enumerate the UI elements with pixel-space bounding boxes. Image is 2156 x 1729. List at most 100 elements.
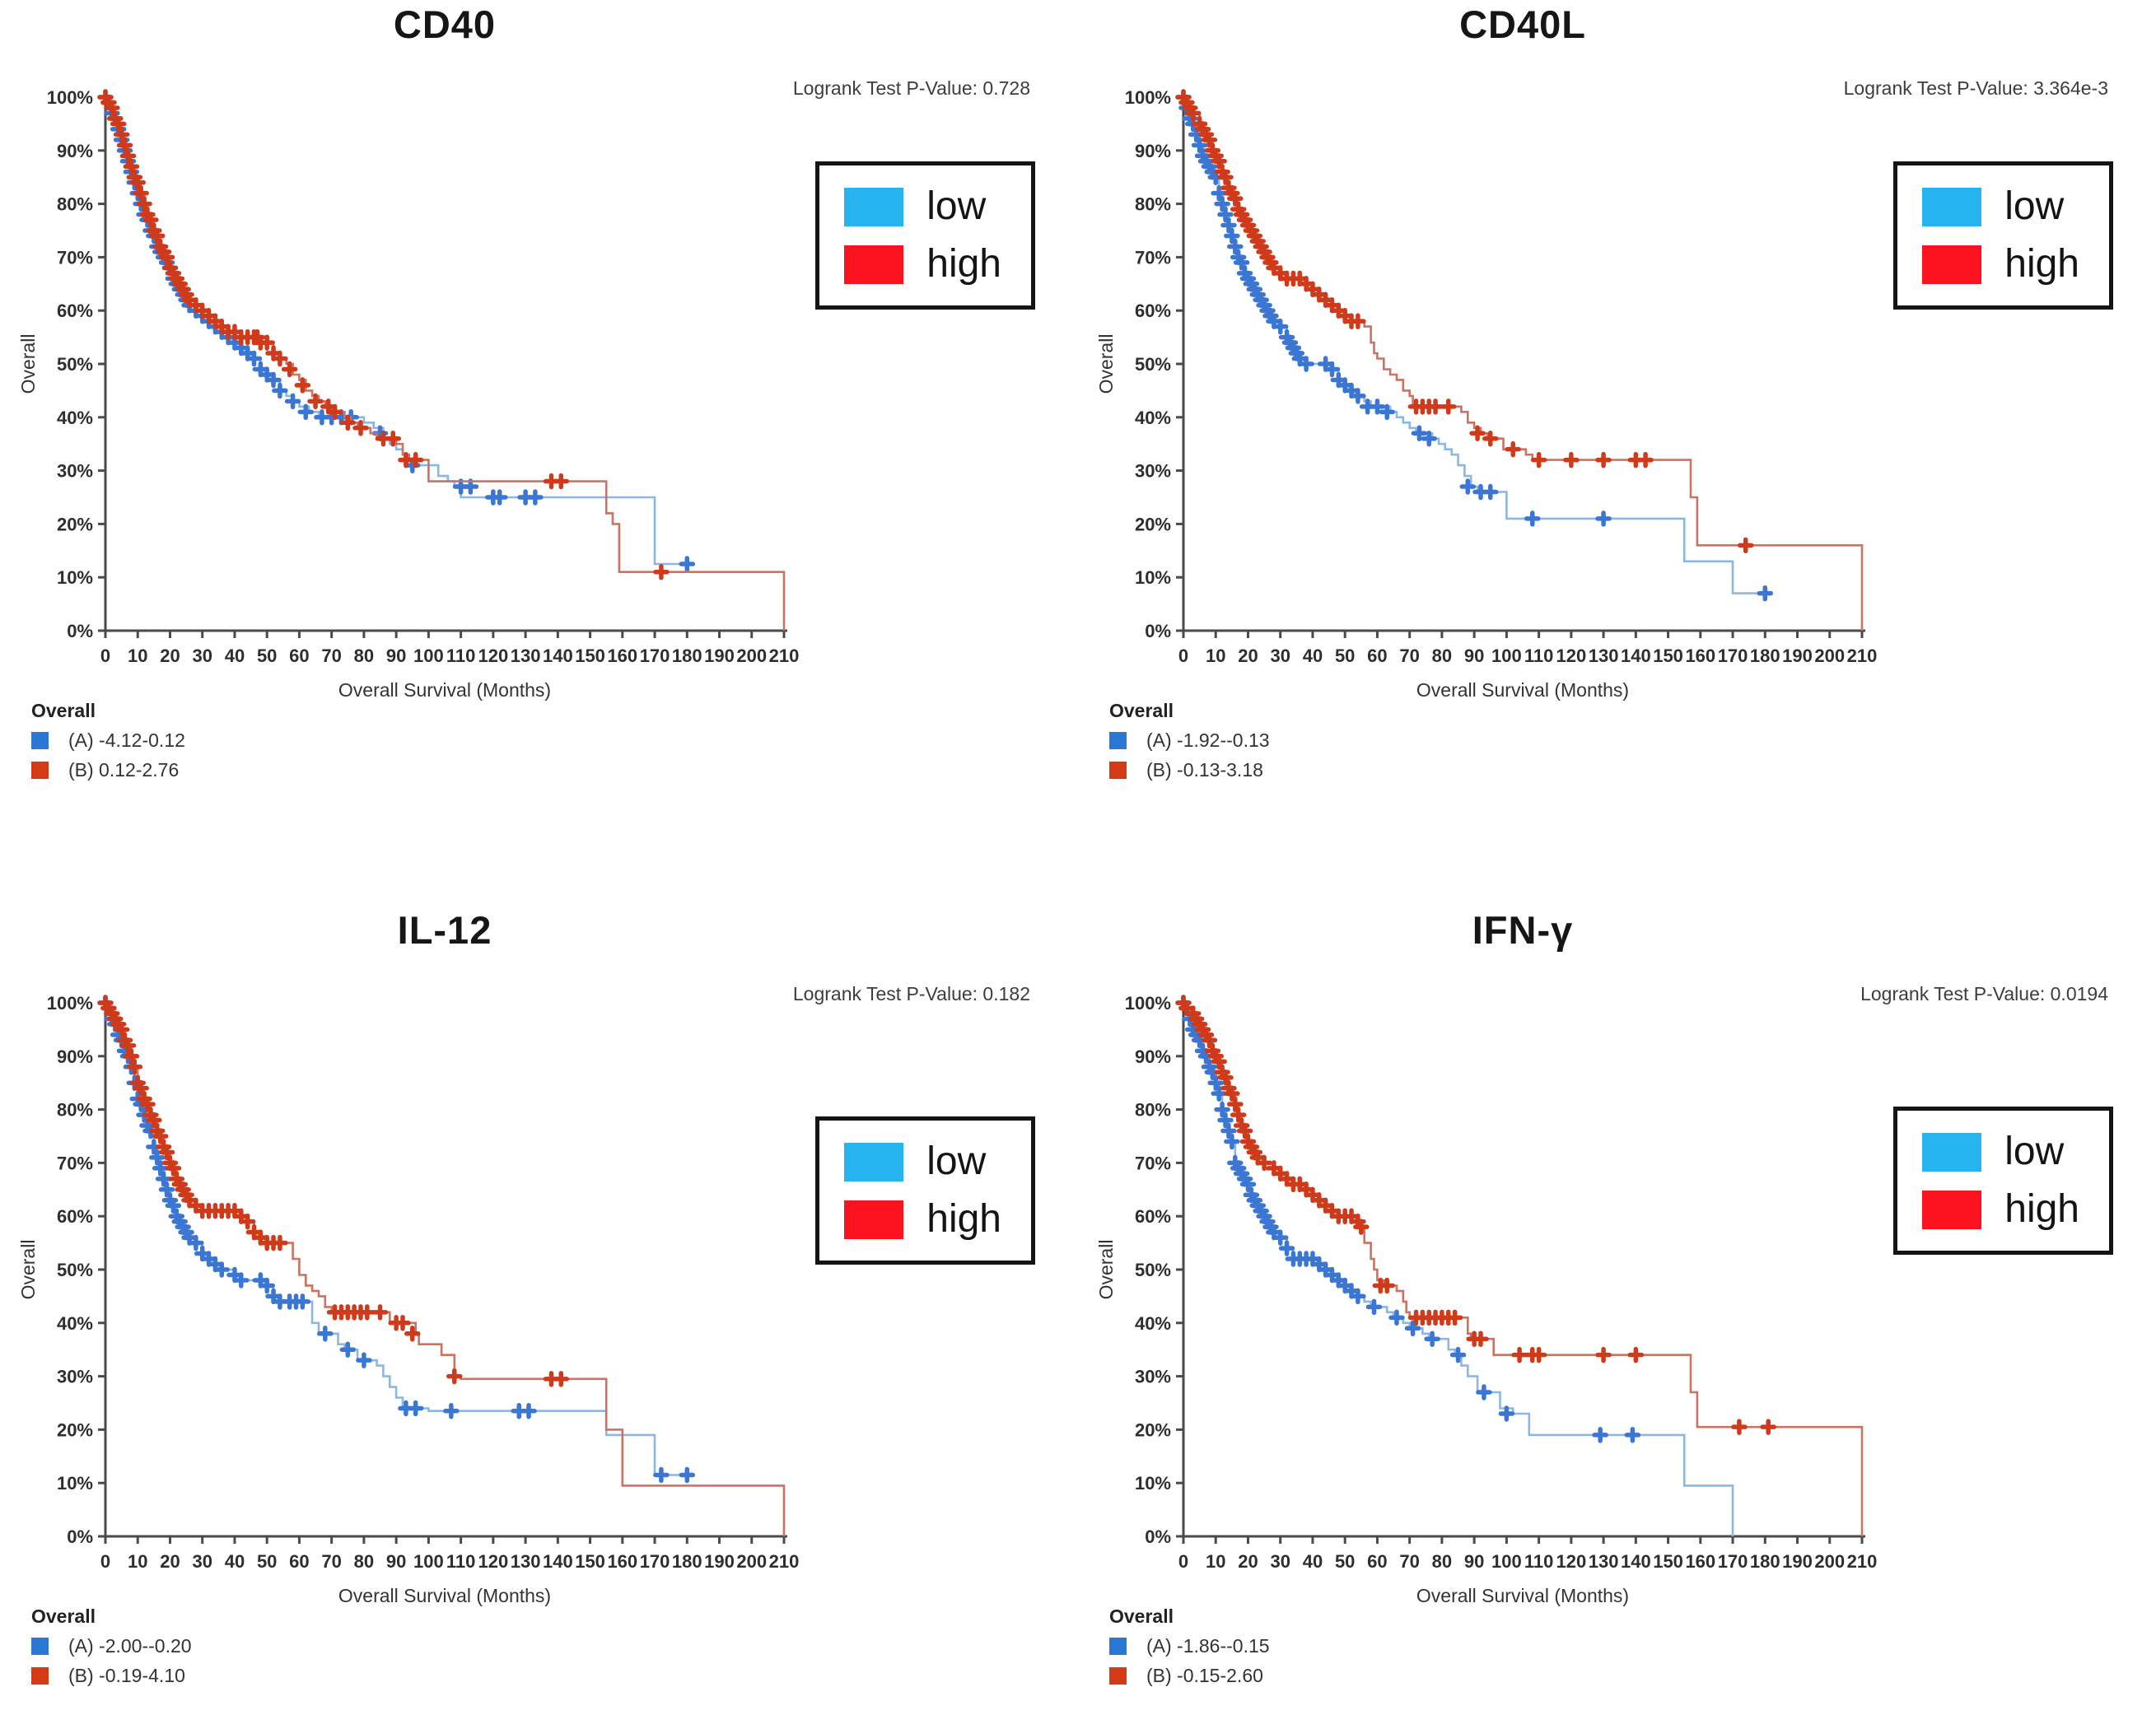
svg-text:100: 100 [413, 1551, 444, 1572]
svg-text:160: 160 [1685, 645, 1715, 666]
svg-text:70: 70 [1399, 645, 1419, 666]
group-a-label: (A) -2.00--0.20 [68, 1635, 192, 1657]
svg-text:0: 0 [1178, 1551, 1188, 1572]
group-a-label: (A) -4.12-0.12 [68, 729, 185, 751]
group-b-row: (B) 0.12-2.76 [31, 759, 185, 781]
svg-text:0: 0 [1178, 645, 1188, 666]
svg-text:150: 150 [575, 1551, 605, 1572]
svg-text:130: 130 [1589, 645, 1619, 666]
group-a-swatch [1109, 732, 1127, 749]
svg-text:200: 200 [736, 1551, 767, 1572]
svg-text:60: 60 [289, 645, 309, 666]
svg-text:80: 80 [354, 645, 374, 666]
svg-text:90: 90 [1464, 645, 1484, 666]
svg-text:50%: 50% [1135, 354, 1171, 375]
svg-text:200: 200 [1814, 645, 1845, 666]
svg-text:170: 170 [640, 1551, 670, 1572]
legend-row-high: high [1922, 1190, 2079, 1229]
svg-text:200: 200 [1814, 1551, 1845, 1572]
svg-text:Overall Survival (Months): Overall Survival (Months) [338, 679, 551, 701]
svg-text:100: 100 [413, 645, 444, 666]
svg-text:0%: 0% [67, 1526, 93, 1547]
svg-text:60%: 60% [57, 1206, 93, 1227]
svg-text:50: 50 [257, 645, 277, 666]
group-a-label: (A) -1.92--0.13 [1146, 729, 1270, 751]
svg-text:100: 100 [1491, 645, 1522, 666]
group-b-swatch [1109, 762, 1127, 779]
group-b-label: (B) -0.13-3.18 [1146, 759, 1263, 781]
group-b-row: (B) -0.19-4.10 [31, 1665, 192, 1687]
svg-text:40%: 40% [1135, 1313, 1171, 1334]
svg-text:100: 100 [1491, 1551, 1522, 1572]
svg-text:210: 210 [1847, 645, 1878, 666]
group-a-row: (A) -2.00--0.20 [31, 1635, 192, 1657]
svg-text:180: 180 [672, 1551, 702, 1572]
panel-title: IFN-γ [1472, 908, 1574, 952]
svg-text:210: 210 [1847, 1551, 1878, 1572]
svg-text:30%: 30% [57, 461, 93, 482]
svg-text:120: 120 [1556, 1551, 1586, 1572]
svg-text:Overall Survival (Months): Overall Survival (Months) [1416, 1585, 1629, 1606]
svg-text:140: 140 [1621, 1551, 1651, 1572]
svg-text:0%: 0% [67, 621, 93, 641]
svg-text:80%: 80% [57, 1100, 93, 1121]
svg-text:130: 130 [511, 1551, 541, 1572]
svg-text:50%: 50% [1135, 1260, 1171, 1280]
logrank-pvalue: Logrank Test P-Value: 3.364e-3 [1843, 77, 2108, 99]
svg-text:70%: 70% [57, 247, 93, 268]
svg-text:Overall: Overall [17, 334, 39, 394]
svg-text:90%: 90% [57, 141, 93, 161]
svg-text:10: 10 [1206, 1551, 1225, 1572]
legend-high-label: high [2004, 1187, 2079, 1231]
svg-text:30%: 30% [1135, 461, 1171, 482]
svg-text:10%: 10% [1135, 1473, 1171, 1494]
group-legend: Overall (A) -2.00--0.20 (B) -0.19-4.10 [31, 1606, 192, 1687]
svg-text:90: 90 [386, 645, 406, 666]
svg-text:0: 0 [100, 1551, 110, 1572]
legend-high-swatch [1922, 245, 1982, 284]
svg-text:40%: 40% [57, 408, 93, 428]
svg-text:20: 20 [1238, 1551, 1258, 1572]
legend-row-low: low [844, 187, 1001, 226]
group-a-row: (A) -1.92--0.13 [1109, 729, 1270, 752]
svg-text:90%: 90% [57, 1046, 93, 1067]
legend-low-label: low [2004, 1130, 2065, 1173]
group-a-swatch [1109, 1638, 1127, 1655]
svg-text:60%: 60% [1135, 301, 1171, 321]
svg-text:80: 80 [1432, 645, 1452, 666]
km-chart: 0% 10% 20% 30% 40% 50% 60% 70% 80% 90% 100% 0 10 20 30… [17, 87, 799, 701]
legend-low-label: low [2004, 184, 2065, 228]
svg-text:140: 140 [543, 645, 573, 666]
svg-text:160: 160 [1685, 1551, 1715, 1572]
legend-row-low: low [844, 1142, 1001, 1181]
group-legend-title: Overall [31, 700, 96, 721]
svg-text:0: 0 [100, 645, 110, 666]
svg-text:90: 90 [386, 1551, 406, 1572]
km-panel-ifng: IFN-γ Logrank Test P-Value: 0.0194 0% 10%… [1078, 906, 2156, 1729]
km-panel-il12: IL-12 Logrank Test P-Value: 0.182 0% 10% 2… [0, 906, 1078, 1729]
svg-text:180: 180 [672, 645, 702, 666]
legend-low-label: low [926, 184, 987, 228]
svg-text:30%: 30% [57, 1367, 93, 1387]
svg-text:50%: 50% [57, 354, 93, 375]
svg-text:60%: 60% [57, 301, 93, 321]
group-b-label: (B) -0.19-4.10 [68, 1665, 185, 1686]
svg-text:90%: 90% [1135, 1046, 1171, 1067]
svg-text:50: 50 [257, 1551, 277, 1572]
logrank-pvalue: Logrank Test P-Value: 0.728 [792, 77, 1030, 99]
legend-row-high: high [844, 245, 1001, 284]
svg-text:190: 190 [704, 1551, 735, 1572]
legend-high-swatch [1922, 1190, 1982, 1229]
legend-high-label: high [2004, 242, 2079, 286]
legend: low high [815, 161, 1035, 310]
svg-text:10: 10 [128, 1551, 147, 1572]
legend-low-swatch [844, 1142, 904, 1181]
group-legend-title: Overall [31, 1606, 96, 1627]
group-b-label: (B) -0.15-2.60 [1146, 1665, 1263, 1686]
group-a-label: (A) -1.86--0.15 [1146, 1635, 1270, 1657]
legend-low-swatch [1922, 187, 1982, 226]
legend-high-label: high [926, 1197, 1001, 1241]
panel-title: CD40 [393, 2, 497, 46]
svg-text:100%: 100% [47, 87, 93, 108]
legend: low high [1893, 161, 2113, 310]
